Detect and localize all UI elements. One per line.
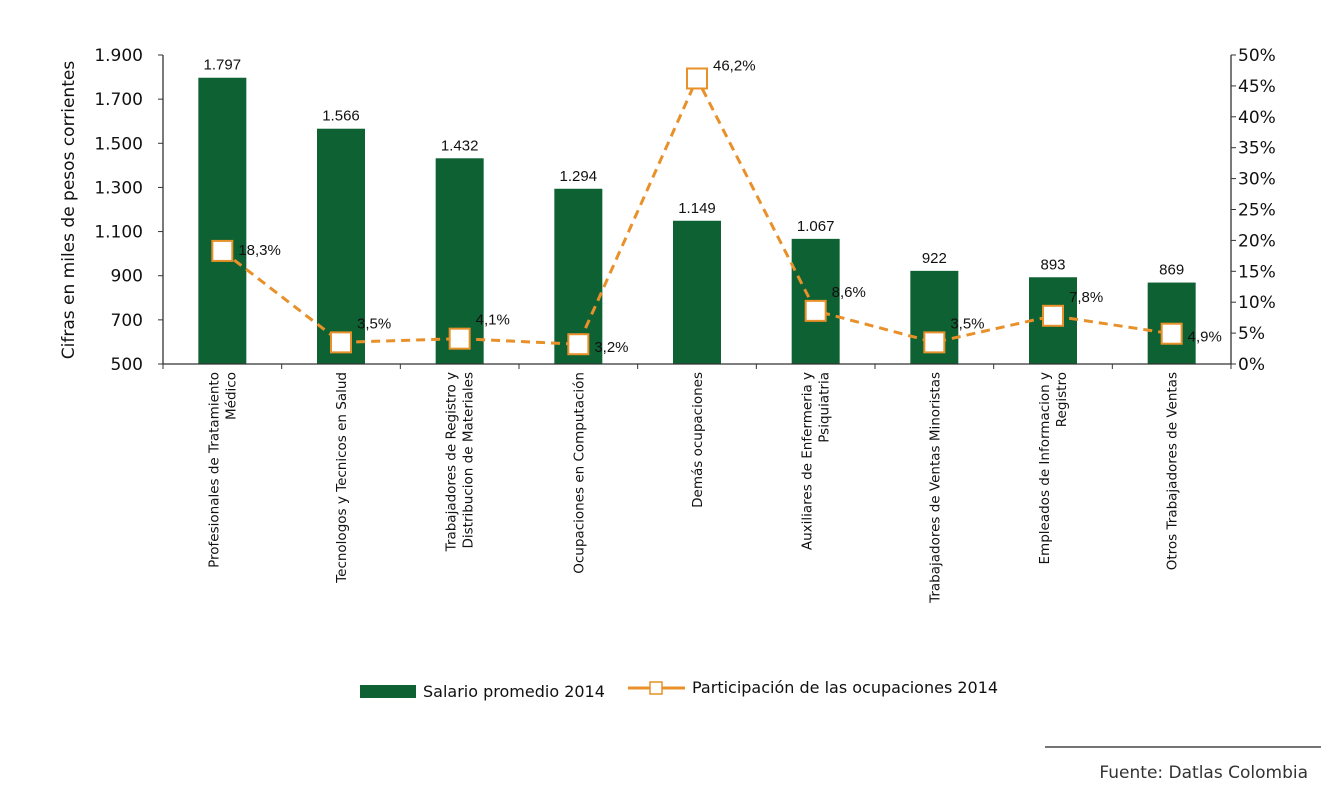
category-label-line: Trabajadores de Registro y xyxy=(444,372,460,552)
y2-tick-label: 30% xyxy=(1238,170,1276,190)
y2-tick-label: 45% xyxy=(1238,77,1276,97)
y2-tick-label: 0% xyxy=(1238,355,1265,375)
category-label-line: Otros Trabajadores de Ventas xyxy=(1165,372,1181,570)
category-label-line: Registro xyxy=(1054,372,1070,427)
bar-data-label: 893 xyxy=(1040,256,1065,273)
y2-tick-label: 25% xyxy=(1238,201,1276,221)
line-marker xyxy=(448,327,471,350)
line-marker xyxy=(211,239,234,262)
y-tick-label: 700 xyxy=(111,311,143,331)
line-data-label: 3,2% xyxy=(594,339,628,356)
y2-tick-label: 20% xyxy=(1238,231,1276,251)
line-marker xyxy=(923,331,946,354)
category-label: Demás ocupaciones xyxy=(690,372,706,508)
line-marker xyxy=(1042,304,1064,327)
category-label: Tecnologos y Tecnicos en Salud xyxy=(334,372,350,584)
line-data-label: 8,6% xyxy=(832,284,866,301)
category-label: Empleados de Informacion y Registro xyxy=(1037,372,1070,564)
line-data-label: 7,8% xyxy=(1069,289,1103,306)
y-tick-label: 1.500 xyxy=(94,134,143,154)
category-label-line: Médico xyxy=(223,372,239,420)
line-marker xyxy=(567,333,590,356)
bar-data-label: 1.149 xyxy=(678,200,716,217)
y-tick-label: 500 xyxy=(111,355,143,375)
category-label: Profesionales de Tratamiento Médico xyxy=(206,372,239,568)
bar-data-label: 1.432 xyxy=(441,137,479,154)
legend-line-marker xyxy=(649,681,663,695)
line-data-label: 18,3% xyxy=(238,242,281,259)
bar-data-label: 1.566 xyxy=(322,108,360,125)
bar-data-label: 1.294 xyxy=(560,168,598,185)
bar xyxy=(673,220,721,364)
bar-data-label: 922 xyxy=(922,250,947,267)
line-marker xyxy=(686,67,708,90)
y2-tick-label: 15% xyxy=(1238,262,1276,282)
category-label: Auxiliares de Enfermeria y Psiquiatria xyxy=(800,372,833,550)
legend-line-label: Participación de las ocupaciones 2014 xyxy=(692,678,998,697)
category-label-line: Distribucion de Materiales xyxy=(461,372,477,549)
y-tick-label: 1.100 xyxy=(94,223,143,243)
category-label-line: Trabajadores de Ventas Minoristas xyxy=(927,372,943,604)
source-note: Fuente: Datlas Colombia xyxy=(1099,763,1308,783)
y2-tick-label: 35% xyxy=(1238,139,1276,159)
bar-data-label: 869 xyxy=(1159,262,1184,279)
category-label-line: Demás ocupaciones xyxy=(690,372,706,508)
category-label: Trabajadores de Registro y Distribucion d… xyxy=(444,372,477,552)
line-data-label: 4,9% xyxy=(1188,329,1222,346)
bar-data-label: 1.067 xyxy=(797,218,835,235)
category-label-line: Empleados de Informacion y xyxy=(1037,372,1053,564)
legend-bar-label: Salario promedio 2014 xyxy=(423,682,605,701)
y-tick-label: 1.900 xyxy=(94,46,143,66)
bar-data-label: 1.797 xyxy=(204,57,242,74)
category-label-line: Ocupaciones en Computación xyxy=(571,372,587,574)
line-data-label: 3,5% xyxy=(357,315,391,332)
category-label-line: Tecnologos y Tecnicos en Salud xyxy=(334,372,350,584)
category-label: Trabajadores de Ventas Minoristas xyxy=(927,372,943,604)
bar xyxy=(198,77,247,364)
category-label-line: Profesionales de Tratamiento xyxy=(206,372,222,568)
category-label: Ocupaciones en Computación xyxy=(571,372,587,574)
category-label-line: Psiquiatria xyxy=(817,372,833,443)
legend-bar-swatch xyxy=(360,685,416,698)
line-data-label: 46,2% xyxy=(713,57,756,74)
y2-tick-label: 5% xyxy=(1238,324,1265,344)
y-tick-label: 1.300 xyxy=(94,178,143,198)
line-data-label: 3,5% xyxy=(950,315,984,332)
category-label-line: Auxiliares de Enfermeria y xyxy=(800,372,816,550)
line-marker xyxy=(330,331,352,354)
y-axis-label: Cifras en miles de pesos corrientes xyxy=(59,61,79,360)
line-marker xyxy=(804,299,827,322)
y2-tick-label: 50% xyxy=(1238,46,1276,66)
line-data-label: 4,1% xyxy=(476,312,510,329)
y2-tick-label: 10% xyxy=(1238,293,1276,313)
category-label: Otros Trabajadores de Ventas xyxy=(1165,372,1181,570)
y2-tick-label: 40% xyxy=(1238,108,1276,128)
line-marker xyxy=(1160,322,1183,345)
y-tick-label: 900 xyxy=(111,267,143,287)
bar xyxy=(317,128,365,364)
y-tick-label: 1.700 xyxy=(94,90,143,110)
legend: Salario promedio 2014 Participación de l… xyxy=(360,678,998,701)
